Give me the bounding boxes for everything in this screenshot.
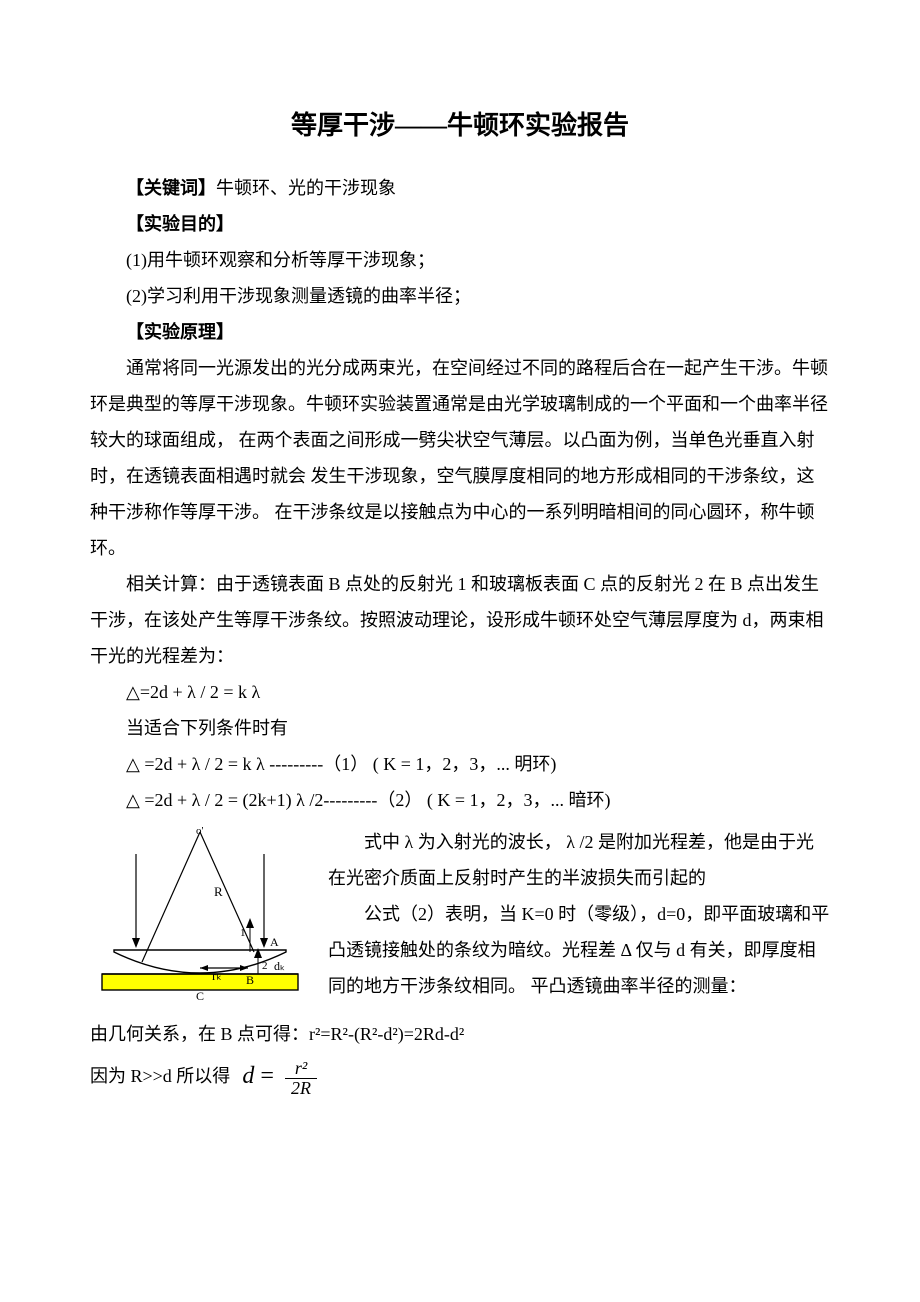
fig-text-1: 式中 λ 为入射光的波长， λ /2 是附加光程差，他是由于光在光密介质面上反射… [328,824,830,896]
equation-1: △=2d + λ / 2 = k λ [90,674,830,710]
equation-2: △ =2d + λ / 2 = k λ ---------（1） ( K = 1… [90,746,830,782]
label-one: 1 [240,927,246,939]
label-B: B [246,973,254,987]
page-title: 等厚干涉——牛顿环实验报告 [90,100,830,152]
frac-num: r² [285,1059,317,1080]
principle-p1: 通常将同一光源发出的光分成两束光，在空间经过不同的路程后合在一起产生干涉。牛顿环… [90,350,830,566]
objective-2: (2)学习利用干涉现象测量透镜的曲率半径； [90,278,830,314]
objective-label: 【实验目的】 [126,214,234,234]
objective-heading: 【实验目的】 [90,206,830,242]
label-R: R [214,884,223,899]
principle-heading: 【实验原理】 [90,314,830,350]
diagram-svg: o' R 1 2 rₖ dₖ [90,824,310,1004]
newton-ring-diagram: o' R 1 2 rₖ dₖ [90,824,310,1016]
keywords-label: 【关键词】 [126,178,216,198]
formula-d-eq: d = r² 2R [242,1052,321,1100]
label-C: C [196,989,204,1003]
frac-den: 2R [285,1079,317,1099]
because-prefix: 因为 R>>d 所以得 [90,1058,230,1094]
label-dk: dₖ [274,959,285,973]
objective-1: (1)用牛顿环观察和分析等厚干涉现象； [90,242,830,278]
principle-label: 【实验原理】 [126,322,234,342]
label-rk: rₖ [212,968,222,983]
label-o: o' [196,825,204,837]
equation-3: △ =2d + λ / 2 = (2k+1) λ /2---------（2） … [90,782,830,818]
geometry-line: 由几何关系，在 B 点可得：r²=R²-(R²-d²)=2Rd-d² [90,1016,830,1052]
label-two: 2 [262,960,268,972]
keywords-text: 牛顿环、光的干涉现象 [216,178,396,198]
condition-label: 当适合下列条件时有 [90,710,830,746]
principle-p2: 相关计算：由于透镜表面 B 点处的反射光 1 和玻璃板表面 C 点的反射光 2 … [90,566,830,674]
keywords-line: 【关键词】牛顿环、光的干涉现象 [90,170,830,206]
label-A: A [270,935,279,949]
fig-text-2: 公式（2）表明，当 K=0 时（零级），d=0，即平面玻璃和平凸透镜接触处的条纹… [328,896,830,1004]
